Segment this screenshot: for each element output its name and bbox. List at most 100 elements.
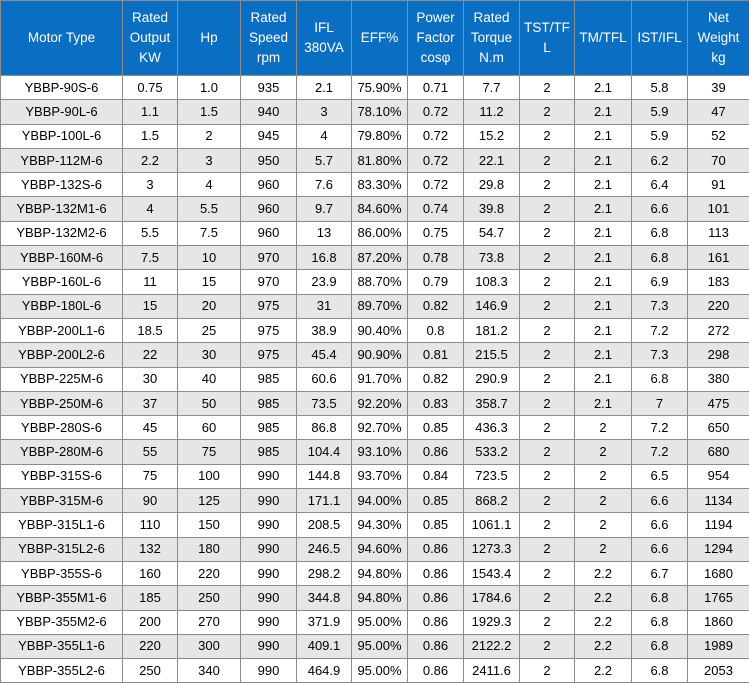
- cell-tm: 2.1: [575, 124, 632, 148]
- cell-tst: 2: [520, 513, 575, 537]
- cell-ist: 5.9: [632, 100, 688, 124]
- cell-eff: 86.00%: [352, 221, 408, 245]
- cell-pf: 0.86: [408, 586, 464, 610]
- cell-type: YBBP-250M-6: [1, 391, 123, 415]
- cell-tst: 2: [520, 197, 575, 221]
- cell-rpm: 975: [241, 343, 297, 367]
- cell-type: YBBP-200L1-6: [1, 318, 123, 342]
- cell-weight: 183: [688, 270, 749, 294]
- cell-eff: 89.70%: [352, 294, 408, 318]
- cell-kw: 18.5: [123, 318, 178, 342]
- cell-tst: 2: [520, 124, 575, 148]
- cell-kw: 11: [123, 270, 178, 294]
- cell-ifl: 73.5: [297, 391, 352, 415]
- cell-ifl: 464.9: [297, 659, 352, 683]
- cell-hp: 20: [178, 294, 241, 318]
- cell-torque: 1784.6: [464, 586, 520, 610]
- cell-type: YBBP-355S-6: [1, 561, 123, 585]
- cell-rpm: 985: [241, 416, 297, 440]
- cell-ist: 6.9: [632, 270, 688, 294]
- column-header-line: Motor Type: [1, 28, 122, 48]
- cell-kw: 220: [123, 634, 178, 658]
- cell-type: YBBP-355L2-6: [1, 659, 123, 683]
- cell-ifl: 104.4: [297, 440, 352, 464]
- cell-tst: 2: [520, 416, 575, 440]
- cell-ifl: 298.2: [297, 561, 352, 585]
- cell-ifl: 4: [297, 124, 352, 148]
- cell-tst: 2: [520, 221, 575, 245]
- cell-eff: 94.60%: [352, 537, 408, 561]
- cell-tst: 2: [520, 440, 575, 464]
- cell-ifl: 344.8: [297, 586, 352, 610]
- cell-type: YBBP-280S-6: [1, 416, 123, 440]
- cell-ifl: 23.9: [297, 270, 352, 294]
- cell-eff: 84.60%: [352, 197, 408, 221]
- cell-tm: 2.2: [575, 586, 632, 610]
- cell-ifl: 246.5: [297, 537, 352, 561]
- cell-type: YBBP-280M-6: [1, 440, 123, 464]
- cell-weight: 272: [688, 318, 749, 342]
- cell-tm: 2.1: [575, 318, 632, 342]
- cell-weight: 1680: [688, 561, 749, 585]
- cell-ifl: 2.1: [297, 76, 352, 100]
- cell-eff: 94.00%: [352, 489, 408, 513]
- cell-tm: 2: [575, 537, 632, 561]
- cell-ist: 6.8: [632, 610, 688, 634]
- column-header-line: Rated: [464, 8, 519, 28]
- cell-type: YBBP-355M1-6: [1, 586, 123, 610]
- cell-type: YBBP-132M1-6: [1, 197, 123, 221]
- cell-tst: 2: [520, 489, 575, 513]
- cell-pf: 0.85: [408, 513, 464, 537]
- cell-rpm: 985: [241, 391, 297, 415]
- cell-rpm: 970: [241, 270, 297, 294]
- cell-ist: 7.2: [632, 440, 688, 464]
- cell-tm: 2.1: [575, 173, 632, 197]
- column-header-line: Hp: [178, 28, 240, 48]
- cell-ist: 7.3: [632, 294, 688, 318]
- cell-weight: 1765: [688, 586, 749, 610]
- cell-hp: 40: [178, 367, 241, 391]
- cell-hp: 75: [178, 440, 241, 464]
- cell-ifl: 7.6: [297, 173, 352, 197]
- cell-weight: 91: [688, 173, 749, 197]
- cell-hp: 7.5: [178, 221, 241, 245]
- column-header-line: TM/TFL: [575, 28, 631, 48]
- cell-tm: 2.1: [575, 197, 632, 221]
- cell-kw: 1.5: [123, 124, 178, 148]
- cell-type: YBBP-180L-6: [1, 294, 123, 318]
- cell-tm: 2: [575, 440, 632, 464]
- cell-rpm: 990: [241, 659, 297, 683]
- cell-hp: 50: [178, 391, 241, 415]
- column-header-line: TST/TF: [520, 18, 574, 38]
- cell-rpm: 975: [241, 318, 297, 342]
- cell-rpm: 950: [241, 148, 297, 172]
- cell-weight: 47: [688, 100, 749, 124]
- cell-weight: 39: [688, 76, 749, 100]
- cell-tm: 2: [575, 464, 632, 488]
- cell-type: YBBP-315L1-6: [1, 513, 123, 537]
- cell-torque: 181.2: [464, 318, 520, 342]
- cell-rpm: 990: [241, 610, 297, 634]
- cell-hp: 25: [178, 318, 241, 342]
- cell-ifl: 409.1: [297, 634, 352, 658]
- cell-ifl: 86.8: [297, 416, 352, 440]
- cell-ifl: 144.8: [297, 464, 352, 488]
- cell-ifl: 16.8: [297, 246, 352, 270]
- cell-rpm: 985: [241, 367, 297, 391]
- cell-pf: 0.71: [408, 76, 464, 100]
- cell-kw: 200: [123, 610, 178, 634]
- cell-pf: 0.72: [408, 124, 464, 148]
- cell-kw: 45: [123, 416, 178, 440]
- cell-tm: 2.2: [575, 634, 632, 658]
- column-header-hp: Hp: [178, 1, 241, 76]
- cell-ifl: 3: [297, 100, 352, 124]
- cell-kw: 132: [123, 537, 178, 561]
- cell-rpm: 990: [241, 561, 297, 585]
